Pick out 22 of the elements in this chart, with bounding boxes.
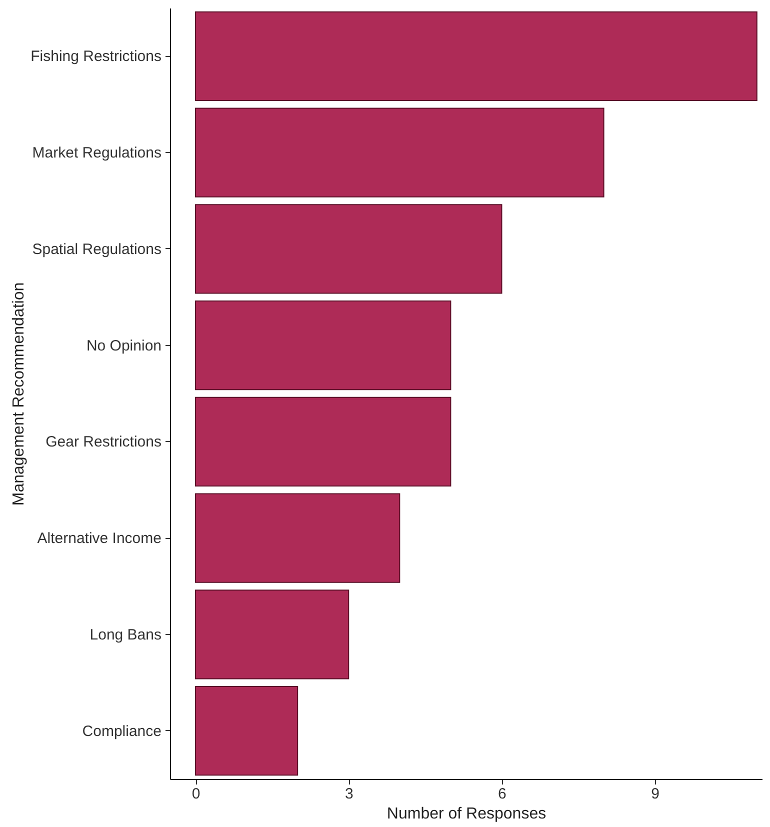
bar — [195, 11, 758, 102]
bar — [195, 300, 452, 390]
y-tick-label: Spatial Regulations — [32, 240, 162, 258]
y-tick-label: Long Bans — [90, 626, 162, 644]
bar — [195, 686, 298, 776]
bar — [195, 590, 350, 680]
y-axis-title: Management Recommendation — [10, 282, 28, 506]
bar — [195, 108, 604, 198]
x-tick-label: 3 — [344, 786, 354, 802]
y-tick-label: Fishing Restrictions — [30, 48, 162, 66]
bar — [195, 204, 502, 294]
bar — [195, 396, 452, 487]
y-tick-label: No Opinion — [86, 337, 162, 354]
y-tick-label: Compliance — [82, 722, 162, 740]
bar — [195, 493, 400, 583]
x-tick-label: 9 — [651, 786, 660, 802]
x-tick-label: 6 — [498, 786, 506, 802]
y-tick-label: Market Regulations — [32, 144, 162, 162]
y-tick-label: Alternative Income — [37, 530, 162, 548]
x-tick-label: 0 — [192, 786, 200, 802]
x-axis-title: Number of Responses — [386, 806, 546, 822]
y-tick-label: Gear Restrictions — [46, 434, 162, 451]
